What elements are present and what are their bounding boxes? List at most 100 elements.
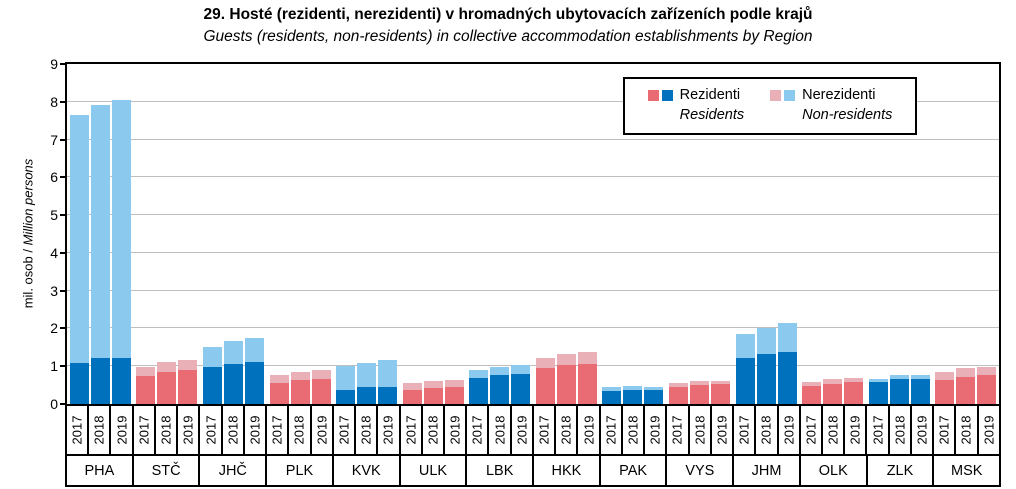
stacked-bar-STČ-2018 xyxy=(157,362,177,404)
region-label-PLK: PLK xyxy=(267,456,334,485)
year-cell-ZLK-2019: 2019 xyxy=(912,406,935,454)
residents-segment xyxy=(735,357,755,404)
region-label-PHA: PHA xyxy=(67,456,134,485)
stacked-bar-PHA-2017 xyxy=(69,115,89,404)
stacked-bar-KVK-2017 xyxy=(336,365,356,404)
non-residents-swatches xyxy=(770,90,796,102)
y-tick-mark xyxy=(60,365,66,368)
stacked-bar-JHM-2018 xyxy=(756,327,776,404)
year-cell-PAK-2017: 2017 xyxy=(601,406,623,454)
year-label: 2019 xyxy=(581,415,596,445)
residents-segment xyxy=(490,375,510,404)
year-label: 2019 xyxy=(714,415,730,445)
residents-segment xyxy=(535,368,555,404)
year-cell-MSK-2018: 2018 xyxy=(956,406,979,454)
year-cell-PAK-2019: 2019 xyxy=(645,406,668,454)
chart-title: 29. Hosté (rezidenti, nerezidenti) v hro… xyxy=(203,6,813,23)
year-cell-LBK-2019: 2019 xyxy=(512,406,534,454)
year-cell-PLK-2019: 2019 xyxy=(312,406,334,454)
region-group-STČ xyxy=(134,64,201,404)
residents-segment xyxy=(668,387,688,404)
residents-segment xyxy=(844,382,864,404)
y-tick-mark xyxy=(60,63,66,65)
stacked-bar-HKK-2018 xyxy=(556,354,576,404)
year-cell-PLK-2018: 2018 xyxy=(289,406,312,454)
residents-segment xyxy=(290,380,310,404)
y-tick-label-2: 2 xyxy=(50,320,58,337)
year-label: 2018 xyxy=(91,415,107,445)
year-cell-JHČ-2019: 2019 xyxy=(245,406,268,454)
stacked-bar-HKK-2017 xyxy=(535,357,555,404)
y-tick-label-9: 9 xyxy=(50,56,58,72)
gridline-2 xyxy=(67,327,999,329)
residents-segment xyxy=(889,379,909,404)
year-label: 2018 xyxy=(958,415,974,445)
year-label: 2018 xyxy=(558,415,574,445)
residents-segment xyxy=(977,374,997,404)
year-cell-PHA-2017: 2017 xyxy=(67,406,90,454)
stacked-bar-PAK-2019 xyxy=(644,387,664,404)
y-tick-label-4: 4 xyxy=(50,244,58,261)
year-label: 2017 xyxy=(403,415,419,445)
year-label: 2018 xyxy=(291,415,307,445)
region-group-PAK xyxy=(600,64,667,404)
residents-segment xyxy=(777,351,797,404)
residents-blue-swatch-icon xyxy=(661,90,673,102)
stacked-bar-HKK-2019 xyxy=(577,351,597,404)
year-label: 2018 xyxy=(625,415,641,445)
year-label: 2018 xyxy=(758,415,774,445)
region-group-JHM xyxy=(733,64,800,404)
year-cell-KVK-2019: 2019 xyxy=(378,406,401,454)
y-tick-mark xyxy=(60,403,66,405)
y-tick-mark xyxy=(60,214,66,217)
stacked-bar-JHČ-2018 xyxy=(223,340,243,404)
year-cell-LBK-2018: 2018 xyxy=(489,406,512,454)
year-cell-HKK-2019: 2019 xyxy=(578,406,601,454)
year-label: 2019 xyxy=(114,415,130,445)
stacked-bar-OLK-2018 xyxy=(823,379,843,404)
legend-non-residents-cs: Nerezidenti xyxy=(802,87,876,104)
residents-segment xyxy=(244,361,264,404)
year-label: 2018 xyxy=(425,415,441,445)
residents-segment xyxy=(802,386,822,404)
residents-swatches xyxy=(647,90,673,102)
year-cell-PHA-2019: 2019 xyxy=(111,406,134,454)
stacked-bar-OLK-2017 xyxy=(802,382,822,404)
year-label: 2018 xyxy=(158,415,174,445)
stacked-bar-JHČ-2017 xyxy=(202,346,222,404)
legend-non-residents-en: Non-residents xyxy=(802,107,893,123)
y-tick-mark xyxy=(60,289,66,292)
non-residents-pink-swatch-icon xyxy=(770,90,782,102)
residents-segment xyxy=(710,384,730,404)
residents-segment xyxy=(577,363,597,404)
stacked-bar-STČ-2017 xyxy=(136,367,156,404)
year-cell-STČ-2017: 2017 xyxy=(134,406,156,454)
residents-segment xyxy=(136,376,156,404)
year-label: 2019 xyxy=(447,415,463,445)
region-group-PLK xyxy=(267,64,334,404)
non-residents-lightblue-swatch-icon xyxy=(784,90,796,102)
region-label-ZLK: ZLK xyxy=(868,456,935,485)
region-label-JHM: JHM xyxy=(734,456,801,485)
year-label: 2019 xyxy=(314,415,330,445)
residents-segment xyxy=(644,390,664,404)
region-group-ZLK xyxy=(866,64,933,404)
year-cell-JHČ-2017: 2017 xyxy=(200,406,223,454)
year-cell-OLK-2019: 2019 xyxy=(845,406,868,454)
year-label: 2017 xyxy=(69,415,85,445)
region-label-STČ: STČ xyxy=(134,456,201,485)
stacked-bar-PLK-2019 xyxy=(311,370,331,404)
residents-red-swatch-icon xyxy=(647,90,659,102)
legend-residents-en: Residents xyxy=(679,107,745,123)
region-group-VYS xyxy=(666,64,733,404)
year-label: 2019 xyxy=(647,415,663,445)
year-label: 2019 xyxy=(380,415,396,445)
stacked-bar-VYS-2019 xyxy=(710,380,730,404)
year-cell-LBK-2017: 2017 xyxy=(467,406,490,454)
year-label: 2017 xyxy=(469,415,485,445)
bars-container xyxy=(67,64,999,404)
year-label: 2017 xyxy=(336,415,352,445)
stacked-bar-LBK-2017 xyxy=(469,369,489,404)
year-label: 2017 xyxy=(269,415,285,445)
y-axis-label: mil. osob / Million persons xyxy=(20,158,36,309)
